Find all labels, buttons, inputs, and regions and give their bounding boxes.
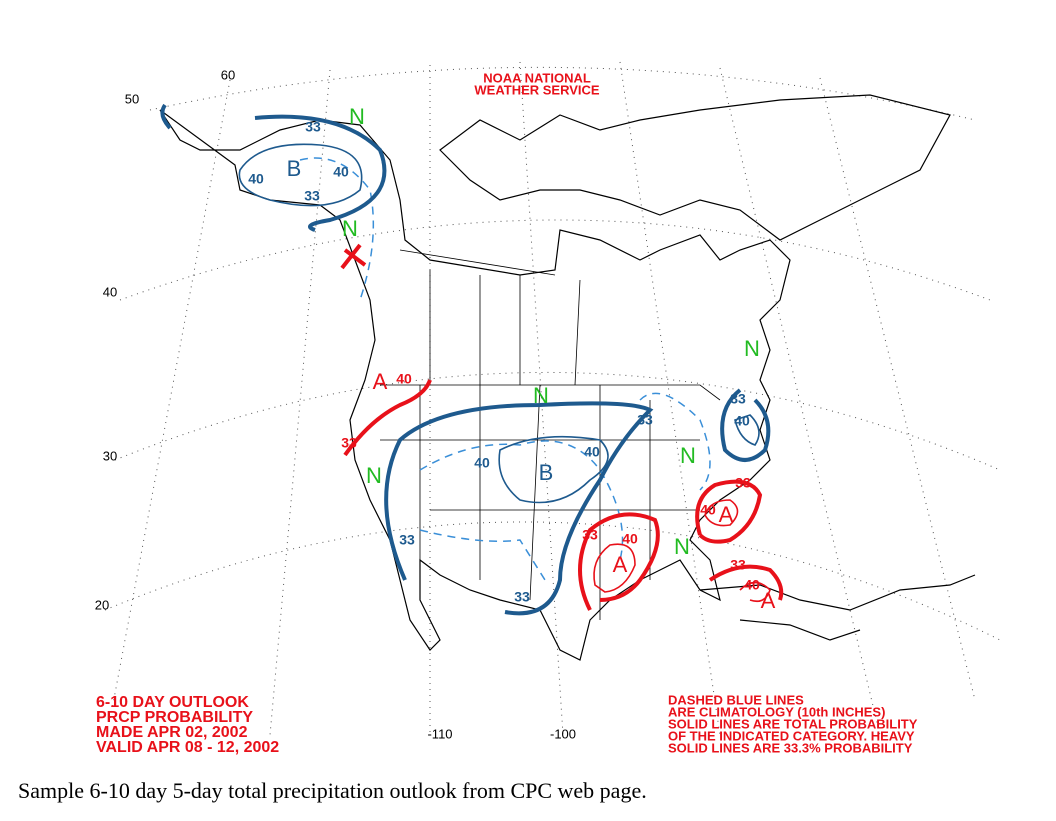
region-label: B [539, 460, 554, 485]
probability-contours [160, 103, 784, 616]
contour-label: 40 [734, 413, 750, 429]
contour-label: 33 [399, 532, 415, 548]
region-label: A [373, 369, 388, 394]
latitude-label: 20 [95, 597, 109, 612]
contour-label: 33 [582, 527, 598, 543]
contour-label: 40 [333, 164, 349, 180]
region-label: A [761, 588, 776, 613]
graticule [104, 61, 1001, 736]
longitude-label: -110 [427, 726, 452, 741]
header-line: NOAA NATIONAL [483, 70, 591, 85]
latitude-label: 50 [125, 91, 139, 106]
contour-label: 33 [305, 119, 321, 135]
region-label: N [680, 443, 696, 468]
coastlines [159, 94, 976, 661]
legend-line: DASHED BLUE LINES [668, 692, 804, 707]
legend-line: SOLID LINES ARE TOTAL PROBABILITY [668, 716, 918, 731]
contour-label: 33 [735, 475, 751, 491]
region-label: N [744, 336, 760, 361]
region-label: N [349, 104, 365, 129]
longitude-label: -100 [550, 726, 576, 741]
latitude-label: 30 [103, 448, 117, 463]
contour-label: 40 [248, 171, 264, 187]
legend-line: SOLID LINES ARE 33.3% PROBABILITY [668, 740, 913, 755]
header-line: WEATHER SERVICE [474, 82, 600, 97]
contour-label: 40 [700, 502, 716, 518]
legend-line: OF THE INDICATED CATEGORY. HEAVY [668, 728, 915, 743]
region-label: A [613, 552, 628, 577]
contour-label: 40 [474, 455, 490, 471]
contour-label: 40 [396, 371, 412, 387]
contour-label: 33 [730, 391, 746, 407]
outlook-line: PRCP PROBABILITY [96, 709, 253, 726]
latitude-label: 40 [103, 284, 117, 299]
contour-label: 33 [341, 435, 357, 451]
region-label: N [342, 216, 358, 241]
borders [380, 249, 721, 620]
contour-label: 40 [744, 577, 760, 593]
region-label: N [533, 383, 549, 408]
latitude-label: 60 [221, 67, 235, 82]
contour-label: 33 [730, 557, 746, 573]
contour-label: 33 [304, 188, 320, 204]
outlook-line: MADE APR 02, 2002 [96, 724, 248, 741]
legend-line: ARE CLIMATOLOGY (10th INCHES) [668, 704, 885, 719]
region-label: A [719, 502, 734, 527]
outlook-line: VALID APR 08 - 12, 2002 [96, 739, 279, 756]
region-label: N [366, 463, 382, 488]
contour-label: 33 [514, 589, 530, 605]
caption: Sample 6-10 day 5-day total precipitatio… [18, 778, 647, 803]
contour-label: 40 [584, 444, 600, 460]
region-label: B [287, 156, 302, 181]
contour-label: 40 [622, 531, 638, 547]
contour-label: 33 [637, 412, 653, 428]
region-label: N [674, 534, 690, 559]
outlook-line: 6-10 DAY OUTLOOK [96, 694, 249, 711]
